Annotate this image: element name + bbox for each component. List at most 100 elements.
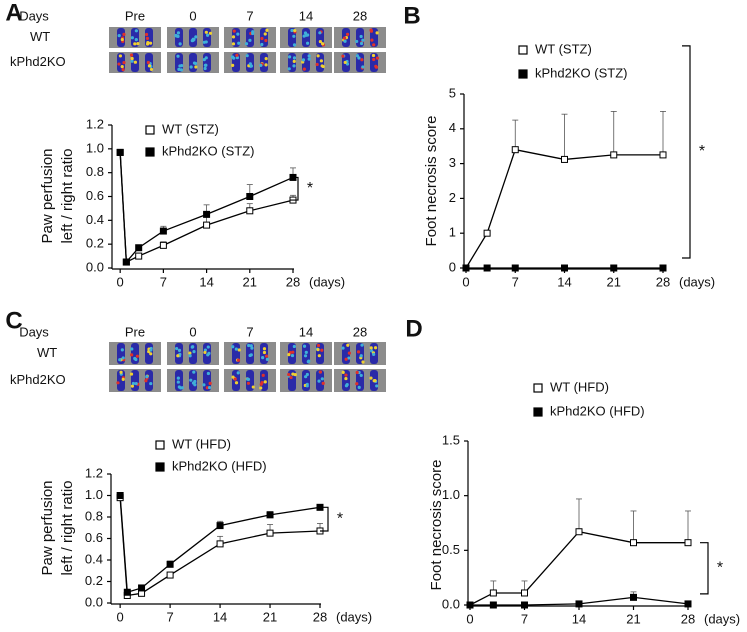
signal	[316, 348, 320, 352]
signal	[149, 381, 153, 386]
signal	[361, 65, 365, 69]
marker	[521, 589, 528, 597]
x-tick-label: 0	[117, 274, 124, 289]
signal	[246, 381, 251, 385]
perfusion-image	[280, 342, 332, 365]
signal	[120, 65, 124, 69]
signal	[247, 343, 251, 348]
signal	[343, 39, 347, 43]
marker	[575, 528, 583, 536]
signal	[361, 38, 365, 42]
signal	[149, 352, 153, 356]
signal	[245, 54, 249, 58]
row-label: kPhd2KO	[10, 372, 66, 387]
significance-star: *	[307, 180, 313, 197]
signal	[121, 68, 125, 72]
signal	[231, 63, 235, 67]
signal	[347, 356, 351, 360]
signal	[206, 345, 210, 349]
signal	[342, 36, 347, 40]
signal	[147, 64, 152, 68]
marker	[521, 601, 528, 609]
y-tick-label: 1.0	[86, 140, 104, 155]
signal	[130, 56, 134, 61]
marker	[483, 264, 491, 272]
signal	[134, 381, 138, 386]
series-line	[465, 148, 663, 269]
signal	[355, 370, 359, 375]
day-label: 28	[353, 324, 367, 339]
signal	[130, 384, 135, 388]
signal	[355, 54, 359, 58]
signal	[248, 38, 252, 42]
signal	[202, 40, 206, 44]
y-tick-label: 2	[449, 190, 456, 205]
significance-bracket	[290, 176, 299, 201]
x-tick-label: 0	[466, 611, 473, 626]
paw	[131, 28, 139, 47]
signal	[265, 28, 269, 32]
signal	[292, 43, 297, 47]
signal	[344, 357, 348, 361]
paw	[117, 370, 125, 391]
x-tick-label: 0	[462, 274, 469, 289]
signal	[345, 383, 349, 387]
signal	[189, 65, 193, 69]
signal	[203, 350, 207, 355]
signal	[317, 379, 321, 383]
signal	[318, 31, 322, 35]
marker	[489, 601, 497, 609]
y-tick-label: 5	[449, 85, 456, 100]
signal	[287, 67, 291, 71]
perfusion-image	[280, 52, 332, 73]
y-axis-label: Foot necrosis score	[423, 116, 440, 247]
day-label: 14	[299, 324, 313, 339]
marker	[483, 229, 491, 237]
signal	[303, 31, 308, 35]
signal	[341, 346, 345, 350]
marker	[159, 241, 167, 249]
signal	[177, 67, 181, 71]
marker	[684, 539, 692, 547]
day-label: 28	[353, 8, 367, 23]
signal	[321, 42, 325, 46]
error-bar	[660, 111, 666, 155]
perfusion-image	[109, 52, 161, 73]
error-bar	[576, 498, 582, 532]
signal	[260, 36, 264, 41]
x-tick-label: 14	[572, 611, 586, 626]
signal	[290, 28, 294, 33]
signal	[355, 39, 359, 44]
signal	[122, 32, 126, 36]
marker	[123, 588, 131, 596]
signal	[370, 38, 374, 42]
signal	[248, 353, 252, 358]
signal	[144, 32, 149, 37]
x-tick-label: 28	[313, 609, 327, 624]
signal	[176, 380, 180, 384]
signal	[360, 58, 364, 62]
x-tick-label: 7	[521, 611, 528, 626]
error-bar	[512, 119, 519, 150]
signal	[262, 347, 267, 351]
marker	[575, 600, 583, 608]
y-tick-label: 1.2	[86, 116, 104, 131]
panel-label: A	[5, 0, 22, 26]
marker	[246, 193, 254, 200]
signal	[371, 53, 376, 58]
signal	[145, 375, 149, 379]
signal	[373, 378, 377, 383]
paw	[175, 370, 183, 391]
signal	[291, 372, 295, 376]
signal	[136, 42, 140, 46]
perfusion-image	[280, 369, 332, 392]
paw	[189, 343, 197, 364]
legend-label: WT (STZ)	[535, 41, 592, 56]
signal	[264, 38, 268, 43]
marker	[122, 258, 130, 266]
signal	[264, 56, 268, 61]
perfusion-image	[334, 52, 386, 73]
legend-label: kPhd2KO (HFD)	[550, 403, 645, 418]
signal	[360, 343, 364, 347]
y-tick-label: 1.2	[85, 465, 103, 480]
